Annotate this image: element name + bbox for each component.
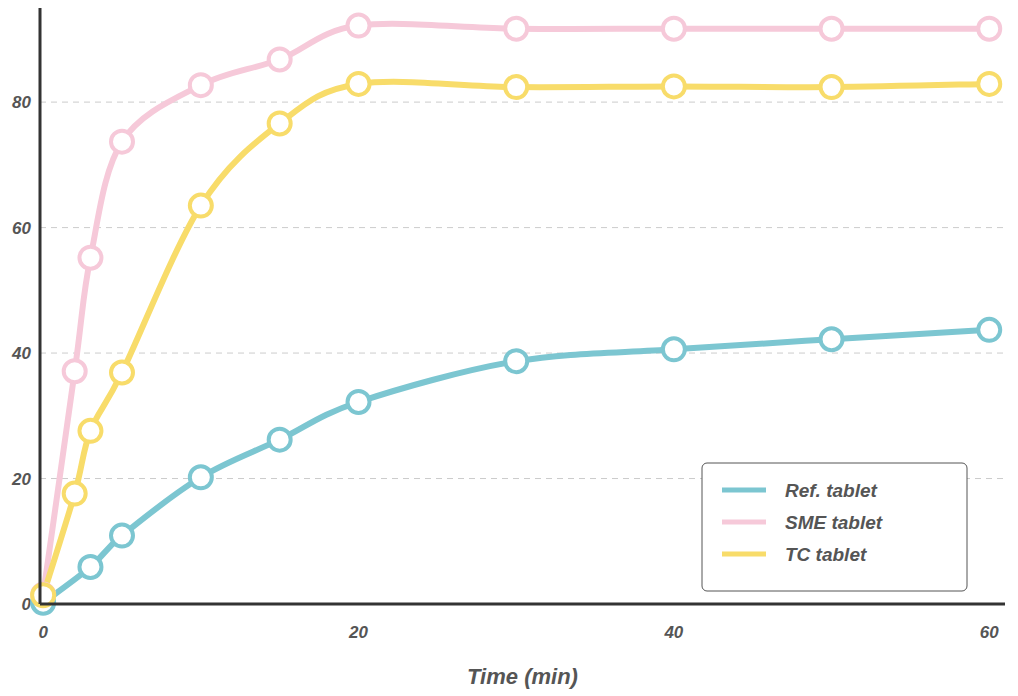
x-axis-label: Time (min) bbox=[467, 664, 578, 689]
data-point bbox=[79, 556, 101, 578]
legend-swatch bbox=[722, 520, 766, 525]
data-point bbox=[821, 18, 843, 40]
data-point bbox=[111, 525, 133, 547]
legend-box bbox=[702, 463, 967, 591]
legend-label: TC tablet bbox=[785, 544, 867, 565]
legend: Ref. tablet SME tablet TC tablet bbox=[702, 463, 967, 591]
x-tick-label: 60 bbox=[980, 623, 999, 642]
x-tick-label: 0 bbox=[38, 623, 48, 642]
data-point bbox=[663, 338, 685, 360]
series-line bbox=[43, 330, 989, 603]
data-point bbox=[663, 18, 685, 40]
x-tick-label: 20 bbox=[348, 623, 368, 642]
y-tick-label: 60 bbox=[12, 219, 31, 238]
data-point bbox=[348, 73, 370, 95]
data-point bbox=[64, 483, 86, 505]
lines bbox=[43, 24, 989, 603]
data-point bbox=[821, 328, 843, 350]
y-tick-label: 40 bbox=[11, 344, 31, 363]
data-point bbox=[269, 429, 291, 451]
data-point bbox=[190, 466, 212, 488]
grid-line bbox=[40, 102, 1005, 103]
data-point bbox=[505, 18, 527, 40]
data-point bbox=[190, 195, 212, 217]
markers bbox=[32, 15, 1000, 614]
data-point bbox=[505, 76, 527, 98]
data-point bbox=[111, 362, 133, 384]
data-point bbox=[978, 73, 1000, 95]
legend-swatch bbox=[722, 488, 766, 493]
data-point bbox=[79, 247, 101, 269]
data-point bbox=[978, 18, 1000, 40]
data-point bbox=[190, 74, 212, 96]
legend-swatch bbox=[722, 552, 766, 557]
legend-label: Ref. tablet bbox=[785, 480, 878, 501]
series-line bbox=[43, 24, 989, 595]
y-axis bbox=[39, 8, 42, 604]
data-point bbox=[269, 112, 291, 134]
x-tick-label: 40 bbox=[663, 623, 683, 642]
data-point bbox=[32, 584, 54, 606]
data-point bbox=[821, 76, 843, 98]
series-line bbox=[43, 82, 989, 595]
data-point bbox=[978, 319, 1000, 341]
y-tick-label: 80 bbox=[12, 93, 31, 112]
chart: 0 20 40 60 80 0 20 40 60 Time (min) Ref. tablet SME… bbox=[0, 0, 1018, 696]
data-point bbox=[348, 391, 370, 413]
data-point bbox=[64, 360, 86, 382]
y-tick-label: 20 bbox=[11, 470, 31, 489]
data-point bbox=[663, 75, 685, 97]
data-point bbox=[505, 350, 527, 372]
data-point bbox=[348, 15, 370, 37]
data-point bbox=[111, 131, 133, 153]
data-point bbox=[269, 48, 291, 70]
legend-label: SME tablet bbox=[785, 512, 883, 533]
x-axis bbox=[40, 603, 1005, 606]
y-tick-label: 0 bbox=[22, 595, 32, 614]
data-point bbox=[79, 420, 101, 442]
